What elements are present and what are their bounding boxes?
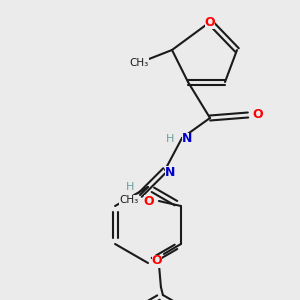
Text: H: H bbox=[126, 182, 134, 192]
Text: CH₃: CH₃ bbox=[119, 195, 139, 205]
Text: N: N bbox=[165, 166, 175, 178]
Text: O: O bbox=[144, 194, 154, 208]
Text: O: O bbox=[253, 109, 263, 122]
Text: N: N bbox=[182, 133, 192, 146]
Text: H: H bbox=[166, 134, 174, 144]
Text: CH₃: CH₃ bbox=[129, 58, 148, 68]
Text: O: O bbox=[205, 16, 215, 28]
Text: O: O bbox=[152, 254, 162, 268]
